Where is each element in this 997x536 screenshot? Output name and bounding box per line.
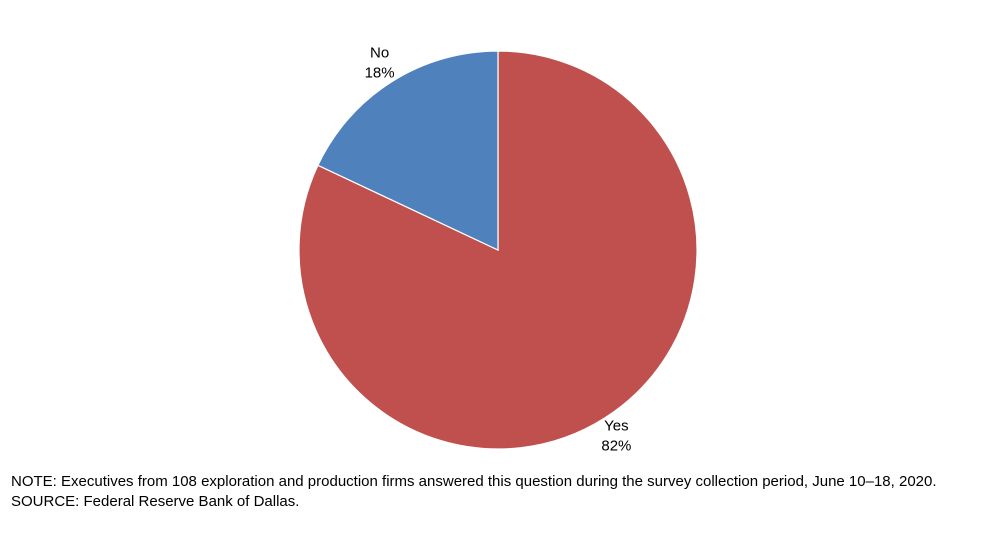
slice-label-yes: Yes 82% <box>601 418 631 455</box>
slice-value-label: 82% <box>601 438 631 455</box>
slice-category-label: Yes <box>604 418 628 435</box>
slice-label-no: No 18% <box>365 44 395 81</box>
source-text: SOURCE: Federal Reserve Bank of Dallas. <box>11 493 300 510</box>
slice-category-label: No <box>370 44 389 61</box>
pie-chart: Yes 82% No 18% <box>298 44 698 455</box>
pie-slice-no <box>317 50 499 251</box>
chart-notes: NOTE: Executives from 108 exploration an… <box>11 472 971 512</box>
slice-value-label: 18% <box>365 64 395 81</box>
note-text: NOTE: Executives from 108 exploration an… <box>11 473 937 490</box>
